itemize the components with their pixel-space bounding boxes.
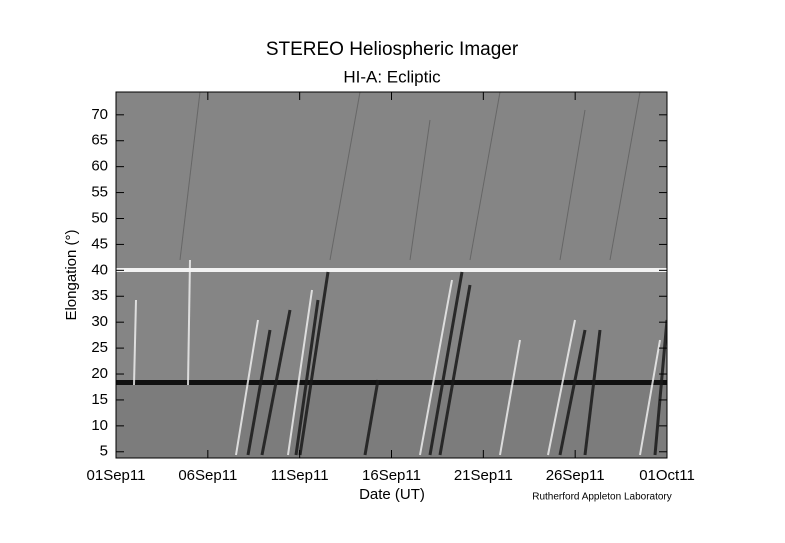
jmap-image: [116, 92, 667, 458]
y-tick-label: 5: [100, 443, 108, 460]
y-tick-label: 60: [91, 158, 108, 175]
y-tick-label: 50: [91, 209, 108, 226]
y-axis-label: Elongation (°): [63, 229, 80, 320]
chart-subtitle: HI-A: Ecliptic: [343, 67, 441, 86]
chart-title: STEREO Heliospheric Imager: [266, 39, 519, 60]
y-tick-label: 40: [91, 261, 108, 278]
y-tick-label: 65: [91, 132, 108, 149]
y-tick-label: 30: [91, 313, 108, 330]
y-tick-label: 15: [91, 391, 108, 408]
x-axis-label: Date (UT): [359, 486, 425, 503]
y-tick-label: 25: [91, 339, 108, 356]
x-tick-label: 06Sep11: [178, 467, 237, 484]
x-tick-label: 21Sep11: [454, 467, 513, 484]
x-tick-label: 16Sep11: [362, 467, 421, 484]
credit: Rutherford Appleton Laboratory: [532, 492, 672, 503]
y-tick-label: 70: [91, 106, 108, 123]
x-tick-label: 11Sep11: [271, 467, 329, 484]
x-tick-label: 01Oct11: [639, 467, 695, 484]
y-tick-label: 45: [91, 235, 108, 252]
x-tick-label: 26Sep11: [546, 467, 605, 484]
y-tick-label: 55: [91, 184, 108, 201]
x-tick-label: 01Sep11: [87, 467, 146, 484]
y-tick-label: 20: [91, 365, 108, 382]
y-tick-label: 10: [91, 417, 108, 434]
y-tick-label: 35: [91, 287, 108, 304]
